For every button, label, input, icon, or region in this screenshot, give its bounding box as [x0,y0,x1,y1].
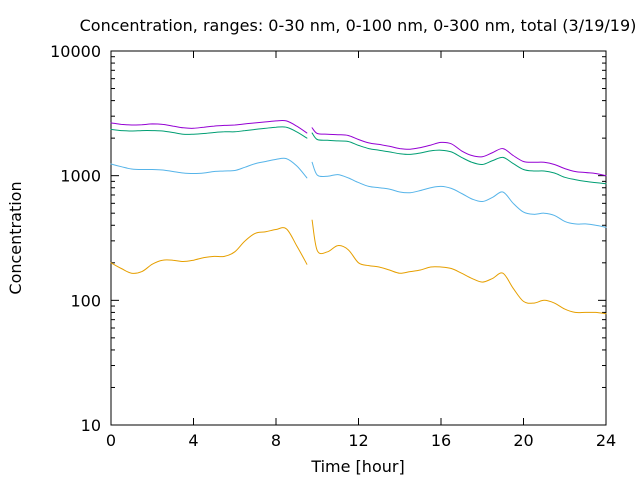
series-line-1 [110,219,607,315]
x-tick-label: 8 [271,431,281,450]
series-line-segment [110,119,308,134]
y-axis-label: Concentration [6,181,25,294]
y-tick-label: 100 [70,291,101,310]
plot-frame [110,50,607,426]
series-line-segment [311,127,607,177]
series-line-segment [110,157,308,179]
series-line-segment [311,132,607,185]
series-line-segment [311,161,607,228]
x-tick-label: 0 [106,431,116,450]
y-tick-label: 10000 [50,42,101,61]
y-tick-label: 10 [81,416,101,435]
x-tick-label: 24 [596,431,616,450]
series-line-segment [110,126,308,139]
series-line-3 [110,126,607,185]
x-tick-label: 12 [348,431,368,450]
y-axis: 10 100 1000 10000 [50,42,606,435]
x-axis: 0 4 8 12 16 20 24 [106,51,616,450]
series-layer [110,119,607,315]
x-axis-label: Time [hour] [310,457,404,476]
series-line-4 [110,119,607,177]
x-tick-label: 16 [431,431,451,450]
y-tick-label: 1000 [60,167,101,186]
x-tick-label: 4 [188,431,198,450]
chart-title: Concentration, ranges: 0-30 nm, 0-100 nm… [80,16,637,35]
series-line-segment [311,219,607,315]
series-line-segment [110,227,308,274]
series-line-2 [110,157,607,228]
x-tick-label: 20 [513,431,533,450]
